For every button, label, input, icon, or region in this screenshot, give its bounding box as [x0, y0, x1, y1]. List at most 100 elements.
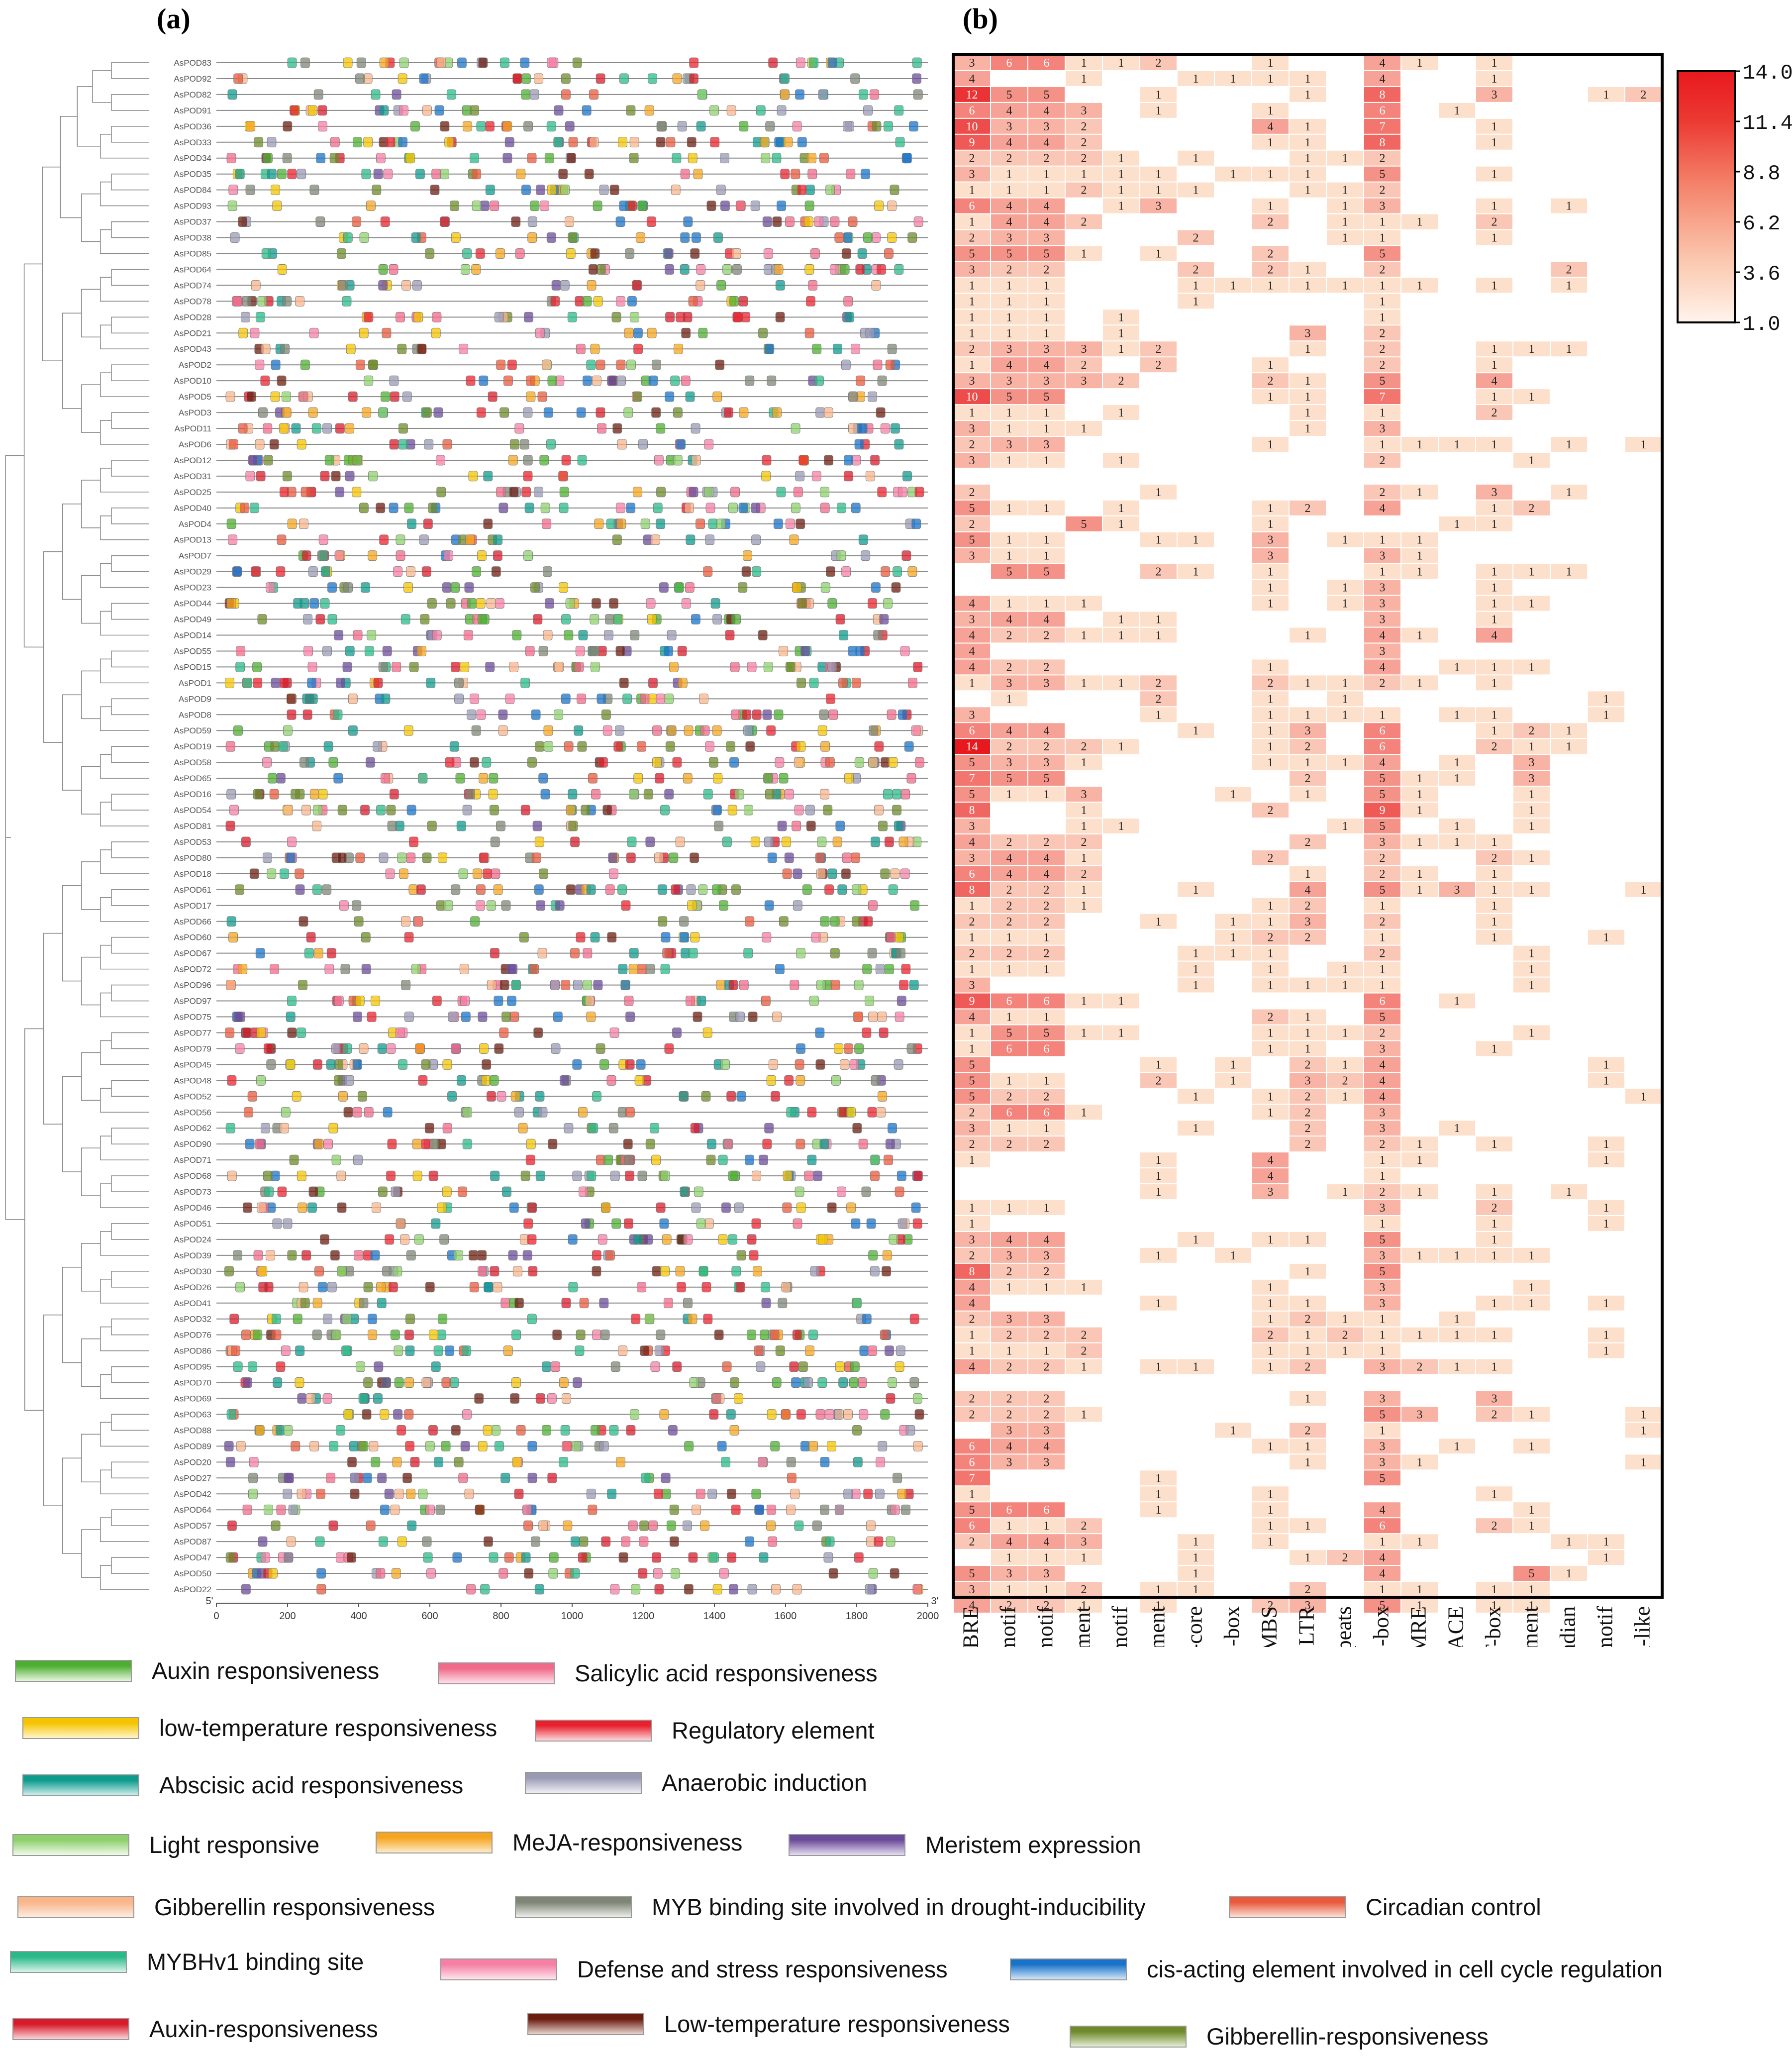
- heatmap-cell-label: 3: [1006, 1424, 1012, 1437]
- cis-element-mark: [679, 916, 689, 927]
- heatmap-cell-label: 1: [1492, 836, 1497, 849]
- heatmap-cell-label: 1: [1156, 104, 1162, 117]
- heatmap-cell-label: 2: [1044, 1408, 1050, 1421]
- cis-element-mark: [809, 57, 819, 68]
- cis-element-mark: [401, 916, 410, 927]
- heatmap-cell-label: 1: [1230, 788, 1236, 801]
- heatmap-cell-label: 1: [1417, 216, 1423, 229]
- heatmap-cell: [954, 134, 990, 150]
- cis-element-mark: [242, 1028, 252, 1038]
- cis-element-mark: [601, 709, 611, 720]
- cis-element-mark: [729, 757, 739, 768]
- gene-label: AsPOD21: [174, 328, 211, 338]
- cis-element-mark: [709, 1409, 719, 1420]
- cis-element-mark: [690, 248, 700, 259]
- heatmap-cell-label: 1: [1641, 1408, 1647, 1421]
- cis-element-mark: [280, 868, 289, 879]
- heatmap-cell-label: 4: [1380, 1090, 1386, 1103]
- heatmap-cell-label: 1: [1492, 1234, 1497, 1246]
- cis-element-mark: [575, 646, 585, 656]
- heatmap-cell: [954, 87, 990, 102]
- heatmap-cell: [1028, 182, 1065, 198]
- heatmap-cell-label: 1: [1156, 168, 1162, 181]
- cis-element-mark: [364, 311, 374, 322]
- heatmap-cell-label: 4: [1044, 359, 1050, 372]
- cis-element-mark: [586, 359, 596, 370]
- cis-element-mark: [405, 153, 415, 164]
- cis-element-mark: [698, 884, 708, 895]
- heatmap-cell: [954, 118, 990, 134]
- cis-element-mark: [618, 137, 627, 148]
- cis-element-mark: [378, 264, 388, 275]
- cis-element-mark: [496, 487, 506, 498]
- cis-element-mark: [793, 487, 803, 498]
- cis-element-mark: [386, 805, 396, 816]
- heatmap-cell-label: 2: [1380, 359, 1386, 372]
- cis-element-mark: [301, 550, 311, 561]
- cis-element-mark: [462, 1345, 472, 1356]
- heatmap-cell-label: 5: [1006, 391, 1012, 404]
- cis-element-mark: [710, 137, 720, 148]
- cis-element-mark: [827, 662, 837, 672]
- cis-element-mark: [352, 1107, 362, 1118]
- heatmap-cell-label: 1: [1305, 1551, 1311, 1564]
- cis-element-mark: [787, 1472, 796, 1483]
- cis-element-mark: [712, 614, 722, 624]
- cis-element-mark: [428, 1170, 438, 1181]
- heatmap-cell-label: 1: [1305, 263, 1311, 276]
- cis-element-mark: [716, 280, 726, 291]
- cis-element-mark: [478, 57, 488, 68]
- heatmap-cell-label: 6: [1044, 1042, 1050, 1055]
- cis-element-mark: [627, 836, 637, 847]
- gene-label: AsPOD17: [174, 901, 211, 911]
- cis-element-mark: [841, 359, 851, 370]
- cis-element-mark: [373, 741, 383, 752]
- heatmap-cell-label: 1: [1268, 1488, 1274, 1501]
- cis-element-mark: [279, 487, 289, 498]
- cis-element-mark: [890, 1504, 900, 1515]
- heatmap-cell-label: 2: [1044, 1361, 1050, 1374]
- column-label: CAT-box: [1481, 1606, 1505, 1647]
- cis-element-mark: [570, 1536, 580, 1547]
- heatmap-cell: [991, 118, 1027, 134]
- cis-element-mark: [451, 232, 461, 243]
- cis-element-mark: [328, 1520, 338, 1531]
- cis-element-mark: [745, 375, 755, 386]
- heatmap-cell-label: 1: [1081, 422, 1087, 435]
- heatmap-cell-label: 6: [1380, 740, 1386, 753]
- cis-element-mark: [475, 248, 485, 259]
- cis-element-mark: [796, 1138, 805, 1149]
- cis-element-mark: [476, 598, 486, 609]
- heatmap-cell-label: 3: [1492, 1393, 1497, 1406]
- cis-element-mark: [656, 423, 666, 434]
- cis-element-mark: [225, 677, 234, 688]
- heatmap-cell-label: 1: [1081, 820, 1087, 833]
- cis-element-mark: [609, 1028, 619, 1038]
- heatmap-cell-label: 1: [1081, 804, 1087, 817]
- heatmap-cell-label: 1: [1268, 391, 1274, 404]
- heatmap-cell-label: 1: [969, 1218, 975, 1231]
- cis-element-mark: [521, 185, 531, 196]
- tree-branch: [81, 289, 100, 338]
- heatmap-cell-label: 1: [1081, 756, 1087, 769]
- cis-element-mark: [697, 996, 706, 1006]
- cis-element-mark: [530, 1536, 540, 1547]
- cis-element-mark: [489, 1075, 499, 1086]
- cis-element-mark: [871, 232, 881, 243]
- cis-element-mark: [815, 407, 825, 418]
- cis-element-mark: [501, 900, 511, 911]
- cis-element-mark: [226, 153, 236, 164]
- heatmap-cell-label: 1: [1342, 677, 1348, 690]
- heatmap-cell-label: 1: [1492, 1488, 1497, 1501]
- cis-element-mark: [742, 709, 752, 720]
- gene-label: AsPOD57: [174, 1521, 211, 1531]
- cis-element-mark: [400, 614, 410, 624]
- heatmap-cell: [1551, 198, 1587, 213]
- cis-element-mark: [592, 375, 601, 386]
- cis-element-mark: [796, 677, 806, 688]
- cis-element-mark: [376, 503, 386, 514]
- heatmap-cell: [1103, 198, 1139, 213]
- cis-element-mark: [354, 1250, 363, 1261]
- cis-element-mark: [444, 137, 454, 148]
- heatmap-cell-label: 6: [1044, 57, 1050, 70]
